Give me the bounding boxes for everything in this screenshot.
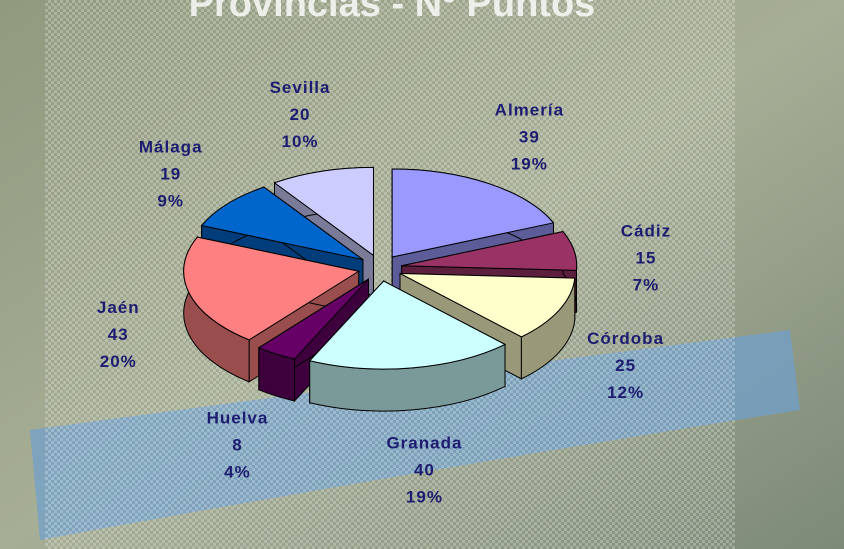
slice-percent: 10% (282, 132, 319, 151)
slice-label: Huelva (207, 408, 269, 427)
slice-label: Málaga (139, 137, 203, 156)
slice-label: Sevilla (270, 78, 331, 97)
slice (183, 236, 360, 341)
slice (257, 278, 369, 360)
slice (399, 272, 576, 338)
slice-percent: 19% (406, 488, 443, 507)
slice-value: 25 (615, 356, 636, 375)
slice-percent: 9% (157, 191, 184, 210)
chart-title: Provincias - Nº Puntos (189, 0, 596, 25)
slice-percent: 20% (100, 352, 137, 371)
slice (200, 186, 364, 261)
slice-label: Cádiz (621, 222, 671, 241)
slice (401, 231, 578, 271)
slice-label: Granada (386, 434, 462, 453)
slice-value: 15 (636, 249, 657, 268)
pie (183, 166, 578, 412)
slice (273, 166, 374, 257)
slice (391, 168, 555, 258)
slice-percent: 19% (511, 155, 548, 174)
slice-label: Almería (495, 101, 564, 120)
slice-percent: 7% (633, 276, 660, 295)
slice-value: 20 (290, 105, 311, 124)
slice-value: 43 (108, 325, 129, 344)
slice-value: 39 (519, 128, 540, 147)
slice (308, 280, 507, 370)
slice-value: 40 (414, 461, 435, 480)
slice-percent: 4% (224, 462, 251, 481)
slice-value: 19 (160, 164, 181, 183)
slice-percent: 12% (607, 383, 644, 402)
slice-value: 8 (232, 435, 242, 454)
overlay (45, 0, 735, 549)
slice-label: Córdoba (587, 329, 664, 348)
slice-label: Jaén (97, 298, 140, 317)
